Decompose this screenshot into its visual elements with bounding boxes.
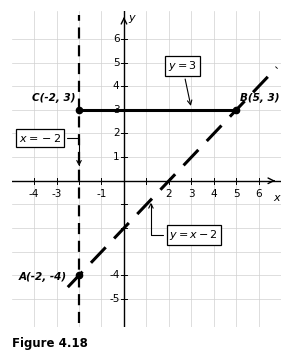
Text: C(-2, 3): C(-2, 3)	[32, 93, 76, 103]
Text: 4: 4	[211, 189, 217, 199]
Text: B(5, 3): B(5, 3)	[240, 93, 279, 103]
Text: Figure 4.18: Figure 4.18	[12, 337, 88, 350]
Text: 3: 3	[188, 189, 195, 199]
Text: 5: 5	[233, 189, 240, 199]
Text: 6: 6	[255, 189, 262, 199]
Text: 1: 1	[113, 152, 119, 162]
Text: $y = 3$: $y = 3$	[168, 59, 197, 105]
Text: x: x	[273, 193, 280, 203]
Text: 4: 4	[113, 81, 119, 91]
Text: 2: 2	[166, 189, 172, 199]
Text: 3: 3	[113, 105, 119, 115]
Text: 6: 6	[113, 34, 119, 44]
Text: $x = -2$: $x = -2$	[19, 132, 81, 165]
Text: -5: -5	[109, 294, 119, 304]
Text: 5: 5	[113, 58, 119, 68]
Text: A(-2, -4): A(-2, -4)	[19, 271, 67, 282]
Text: 2: 2	[113, 128, 119, 138]
Text: y: y	[128, 13, 135, 23]
Text: -3: -3	[51, 189, 62, 199]
Text: $y = x - 2$: $y = x - 2$	[149, 204, 218, 242]
Text: -4: -4	[29, 189, 39, 199]
Text: -4: -4	[109, 270, 119, 280]
Text: -1: -1	[96, 189, 107, 199]
